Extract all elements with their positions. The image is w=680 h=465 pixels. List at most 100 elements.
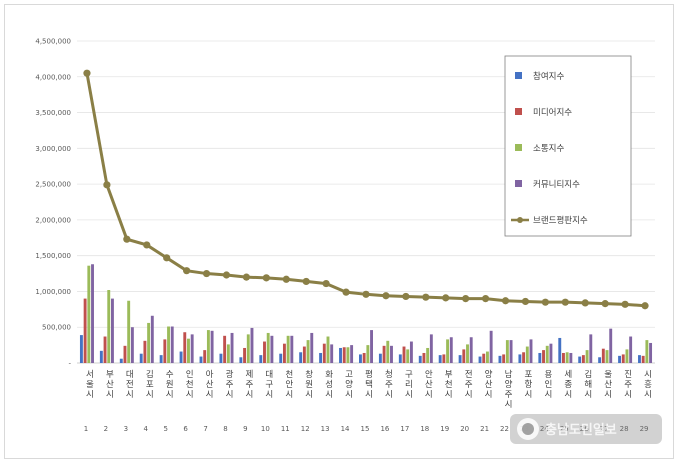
x-rank-label: 8 [223,425,227,433]
bar [406,349,410,363]
x-rank-label: 17 [400,425,409,433]
bar [585,350,589,363]
bar [123,345,127,363]
x-rank-label: 11 [281,425,290,433]
bar [485,351,489,363]
bar [641,355,645,363]
line-point [641,302,649,310]
bar [429,334,433,363]
bar [107,290,111,363]
x-rank-label: 2 [104,425,108,433]
x-rank-label: 3 [124,425,128,433]
line-point [621,300,629,308]
bar [629,336,633,363]
y-tick-label: 3,000,000 [35,145,71,153]
bar [310,332,314,363]
bar [103,336,107,363]
watermark-logo-inner [522,423,534,435]
bar [549,343,553,363]
bar [378,353,382,363]
bar [621,354,625,363]
legend-swatch [515,108,522,115]
line-point [322,279,330,288]
line-point [581,299,589,307]
y-tick-label: 2,500,000 [35,181,71,189]
bar [402,346,406,363]
x-rank-label: 29 [640,425,649,433]
bar [322,343,326,363]
line-point [481,295,490,303]
x-rank-label: 4 [144,425,149,433]
line-point [541,298,549,306]
watermark-bg [510,414,662,444]
bar [478,356,482,363]
bar [502,354,506,363]
x-rank-label: 22 [500,425,509,433]
bar [442,354,446,363]
bar [545,345,549,363]
bar [562,352,565,363]
bar [346,347,350,363]
bar [458,355,462,363]
brand-reputation-chart: - 500,000 1,000,000 1,500,000 2,000,000 2,500… [35,38,662,444]
bar [199,356,203,363]
line-point [83,69,91,77]
x-rank-label: 26 [580,425,589,433]
x-rank-label: 28 [620,425,629,433]
bar [426,347,430,363]
bar [143,340,147,363]
legend-swatch [515,180,522,187]
bar [649,342,653,363]
line-point [442,294,450,302]
line-point [103,181,111,189]
x-rank-label: 9 [243,425,247,433]
line-point [362,290,370,298]
bar [219,353,223,363]
bar [79,335,83,363]
bar [618,355,622,363]
bar [449,337,453,363]
bar [438,355,442,363]
bar [319,352,323,363]
line-point [262,274,270,282]
bar [130,327,134,363]
x-rank-label: 20 [460,425,469,433]
bar [306,340,310,363]
bar [167,326,170,363]
line-point [143,241,151,249]
x-rank-label: 5 [163,425,167,433]
bar [302,346,306,363]
line-point [183,267,191,275]
bar [226,344,230,363]
bar [290,335,294,363]
line-point [462,295,470,303]
bar [187,338,190,363]
legend-label: 미디어지수 [533,107,572,118]
bar [509,340,513,363]
x-rank-label: 16 [380,425,389,433]
bar [565,352,569,363]
bar [446,339,450,363]
bar [91,264,94,363]
bar [183,332,187,363]
y-tick-label: 4,000,000 [35,73,71,81]
bar [110,298,114,363]
line-point [342,288,350,296]
bar [210,330,214,363]
bar [243,347,247,363]
line-point [402,292,410,301]
bar [87,265,91,363]
bar [282,343,286,363]
